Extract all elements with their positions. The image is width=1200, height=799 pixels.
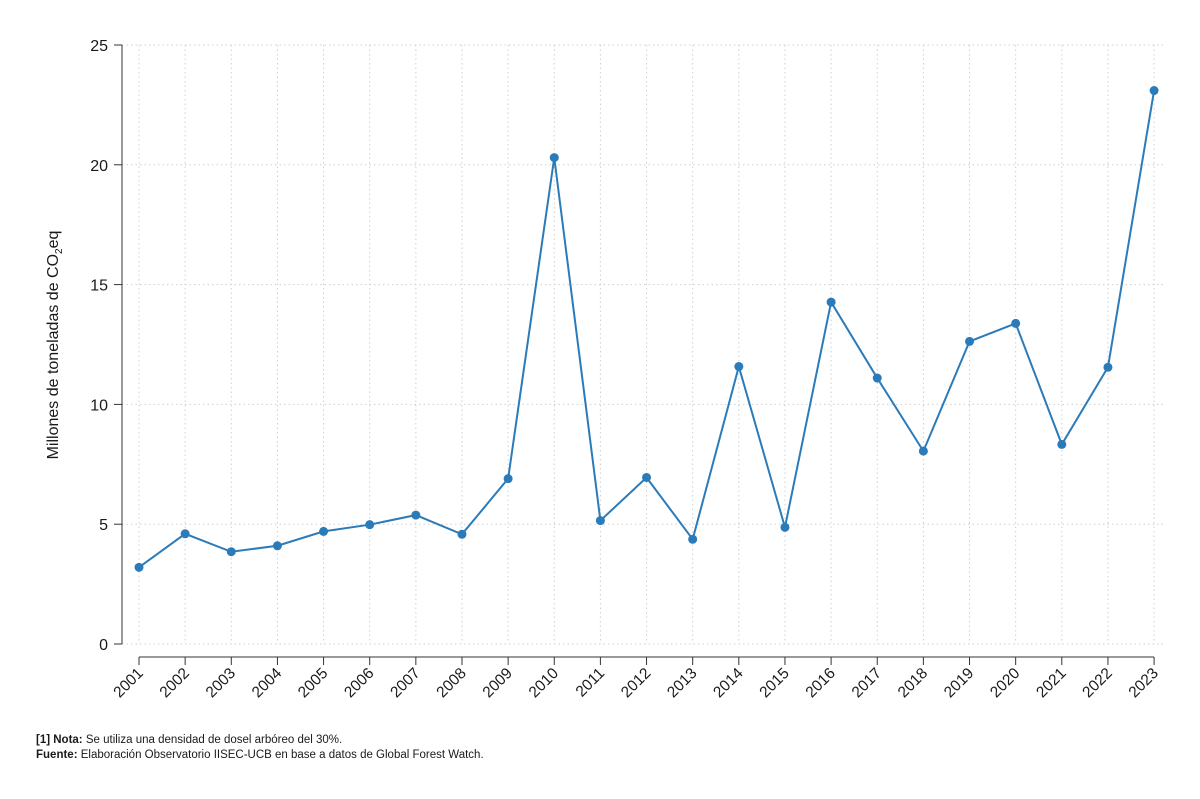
data-point — [272, 541, 282, 551]
x-tick-label: 2010 — [526, 665, 563, 702]
x-tick-label: 2011 — [573, 665, 609, 701]
axes — [114, 44, 1155, 665]
x-tick-label: 2007 — [387, 665, 423, 701]
data-point — [780, 522, 790, 532]
data-point — [965, 336, 975, 346]
y-axis-label-suffix: eq — [45, 231, 62, 249]
y-axis-label-prefix: Millones de toneladas de CO — [45, 254, 62, 459]
x-tick-label: 2022 — [1079, 665, 1115, 701]
data-point — [365, 520, 375, 530]
x-tick-labels: 2001 2002 2003 2004 2005 2006 2007 2008 2009 2010… — [110, 665, 1161, 702]
data-point — [595, 516, 605, 526]
gridlines — [122, 44, 1166, 645]
fuente-line: Fuente: Elaboración Observatorio IISEC-U… — [36, 748, 484, 763]
data-point — [503, 474, 513, 484]
x-tick-label: 2009 — [480, 665, 516, 701]
data-point — [549, 153, 559, 163]
line-chart: Millones de toneladas de CO2eq 051015202… — [45, 38, 1166, 702]
y-tick-labels: 0 5 10 15 20 25 — [90, 38, 108, 654]
x-tick-label: 2013 — [664, 665, 700, 701]
y-tick-label: 20 — [90, 158, 108, 175]
data-point — [226, 547, 236, 557]
x-tick-label: 2020 — [987, 665, 1024, 702]
data-point — [826, 297, 836, 307]
nota-label: [1] Nota: — [36, 734, 83, 746]
data-point — [1103, 362, 1113, 372]
series-layer — [134, 86, 1159, 572]
data-point — [411, 510, 421, 520]
y-axis-label: Millones de toneladas de CO2eq — [45, 231, 65, 460]
nota-line: [1] Nota: Se utiliza una densidad de dos… — [36, 733, 484, 748]
data-point — [872, 373, 882, 383]
y-tick-label: 10 — [90, 397, 108, 414]
fuente-text: Elaboración Observatorio IISEC-UCB en ba… — [80, 749, 484, 761]
x-tick-label: 2014 — [710, 665, 747, 702]
x-tick-label: 2019 — [941, 665, 977, 701]
fuente-label: Fuente: — [36, 749, 78, 761]
data-point — [457, 529, 467, 539]
y-tick-label: 5 — [99, 517, 108, 534]
data-point — [734, 362, 744, 372]
x-tick-label: 2004 — [249, 665, 286, 702]
data-point — [134, 562, 144, 572]
x-tick-label: 2018 — [895, 665, 931, 701]
x-tick-label: 2006 — [341, 665, 377, 701]
data-point — [688, 534, 698, 544]
y-tick-label: 25 — [90, 38, 108, 55]
y-tick-label: 15 — [90, 278, 108, 295]
x-tick-label: 2008 — [433, 665, 469, 701]
x-tick-label: 2012 — [618, 665, 654, 701]
data-point — [319, 526, 329, 536]
data-point — [1011, 318, 1021, 328]
x-tick-label: 2023 — [1126, 665, 1162, 701]
x-tick-label: 2005 — [295, 665, 331, 701]
data-point — [1149, 86, 1159, 96]
x-tick-label: 2017 — [849, 665, 885, 701]
y-axis-label-subscript: 2 — [54, 248, 65, 254]
data-point — [918, 446, 928, 456]
y-tick-label: 0 — [99, 637, 108, 654]
data-point — [180, 529, 190, 539]
data-point — [642, 472, 652, 482]
x-tick-label: 2003 — [203, 665, 239, 701]
data-point — [1057, 439, 1067, 449]
nota-text: Se utiliza una densidad de dosel arbóreo… — [85, 734, 343, 746]
x-tick-label: 2001 — [110, 665, 146, 701]
chart-notes: [1] Nota: Se utiliza una densidad de dos… — [36, 733, 484, 763]
x-tick-label: 2002 — [157, 665, 193, 701]
x-tick-label: 2015 — [756, 665, 792, 701]
x-tick-label: 2021 — [1033, 665, 1069, 701]
x-tick-label: 2016 — [803, 665, 839, 701]
